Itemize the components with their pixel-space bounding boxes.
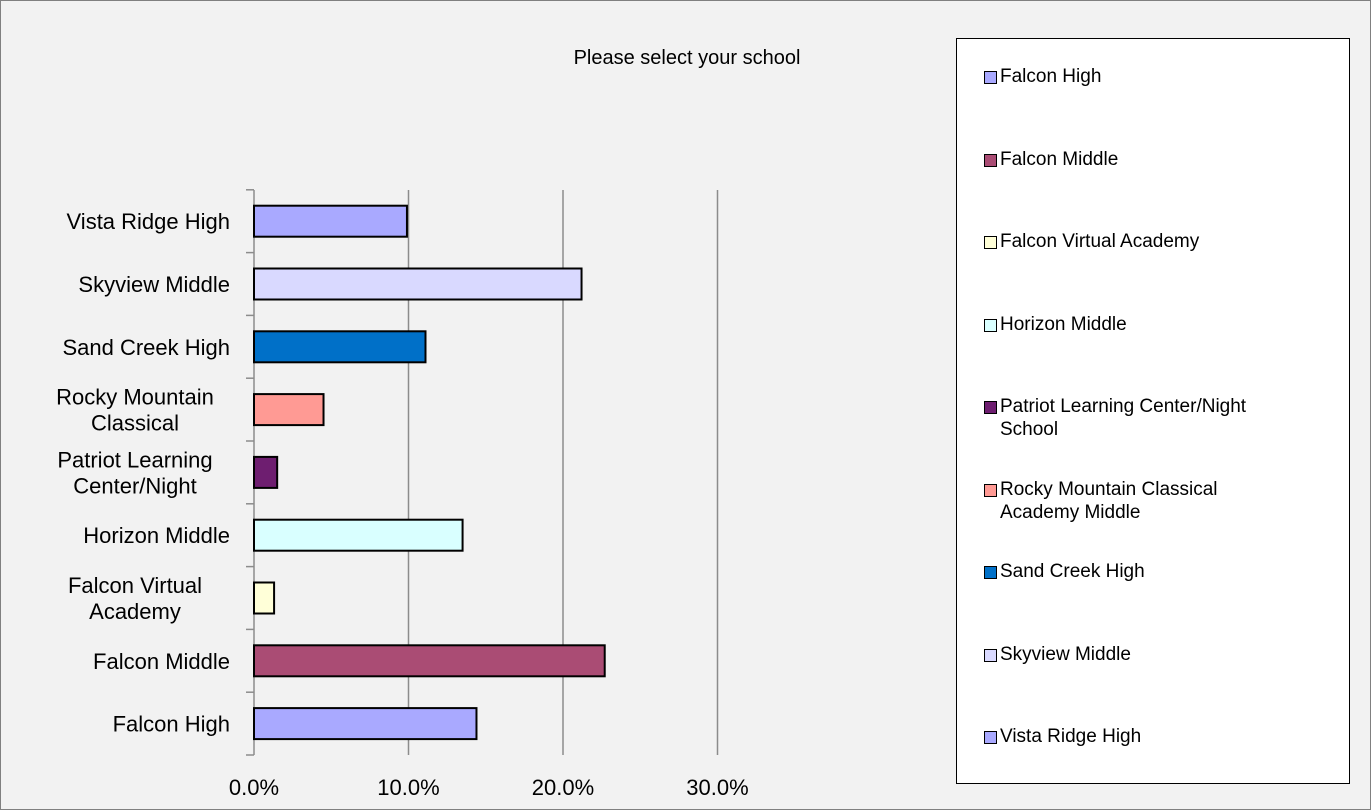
legend-item: Falcon High xyxy=(984,65,1334,88)
bar xyxy=(253,393,325,427)
bar xyxy=(253,644,606,678)
bar xyxy=(253,518,464,552)
legend-item: Skyview Middle xyxy=(984,643,1334,666)
legend-label: Rocky Mountain Classical xyxy=(1000,478,1218,500)
legend-swatch xyxy=(984,566,997,579)
legend-item: Rocky Mountain Classical Academy Middle xyxy=(984,478,1334,524)
category-label: Falcon High xyxy=(113,712,230,737)
legend-label: Falcon Virtual Academy xyxy=(1000,231,1200,252)
legend-swatch xyxy=(984,71,997,84)
category-label: Falcon Middle xyxy=(93,649,230,674)
category-label: Falcon Virtual xyxy=(68,573,202,598)
legend-label: School xyxy=(1000,419,1059,440)
x-axis-tick-labels: 0.0% 10.0% 20.0% 30.0% xyxy=(229,775,749,800)
category-label: Rocky Mountain xyxy=(56,385,214,410)
legend-label: Skyview Middle xyxy=(1000,643,1131,665)
legend-swatch xyxy=(984,236,997,249)
category-labels: Falcon High Falcon Middle Falcon VirtualAc… xyxy=(56,209,230,736)
legend-swatch xyxy=(984,401,997,414)
x-tick-label: 10.0% xyxy=(377,775,439,800)
legend-item: Sand Creek High xyxy=(984,560,1334,583)
x-tick-label: 0.0% xyxy=(229,775,279,800)
category-label: Classical xyxy=(91,411,179,436)
legend-label: Falcon Middle xyxy=(1000,148,1119,170)
category-label: Sand Creek High xyxy=(62,335,230,360)
bar xyxy=(253,455,279,489)
legend-label: Sand Creek High xyxy=(1000,561,1145,582)
legend-swatch xyxy=(984,731,997,744)
legend-label: Patriot Learning Center/Night xyxy=(1000,396,1247,417)
chart-title: Please select your school xyxy=(574,47,801,69)
bar xyxy=(253,330,427,364)
x-tick-label: 30.0% xyxy=(686,775,748,800)
category-label: Center/Night xyxy=(73,473,197,498)
legend-item: Falcon Virtual Academy xyxy=(984,230,1334,253)
legend-swatch xyxy=(984,318,997,332)
category-label: Horizon Middle xyxy=(83,523,230,548)
legend-item: Patriot Learning Center/Night School xyxy=(984,395,1334,441)
category-label: Vista Ridge High xyxy=(67,209,230,234)
legend-label: Horizon Middle xyxy=(1000,313,1127,335)
legend-item: Falcon Middle xyxy=(984,148,1334,171)
legend-label: Falcon High xyxy=(1000,66,1102,87)
x-tick-label: 20.0% xyxy=(532,775,594,800)
legend-swatch xyxy=(984,483,997,497)
legend-item: Horizon Middle xyxy=(984,313,1334,336)
legend: Falcon High Falcon Middle Falcon Virtual A… xyxy=(956,38,1350,784)
bar xyxy=(253,581,276,615)
legend-item: Vista Ridge High xyxy=(984,725,1334,748)
category-label: Skyview Middle xyxy=(78,272,230,297)
bar xyxy=(253,204,408,238)
category-axis xyxy=(246,189,255,756)
category-label: Academy xyxy=(89,599,181,624)
bars xyxy=(253,204,606,741)
bar xyxy=(253,267,583,301)
legend-swatch xyxy=(984,648,997,662)
legend-swatch xyxy=(984,153,997,167)
category-label: Patriot Learning xyxy=(57,447,212,472)
bar xyxy=(253,707,478,741)
legend-label: Academy Middle xyxy=(1000,501,1141,523)
legend-label: Vista Ridge High xyxy=(1000,726,1142,747)
